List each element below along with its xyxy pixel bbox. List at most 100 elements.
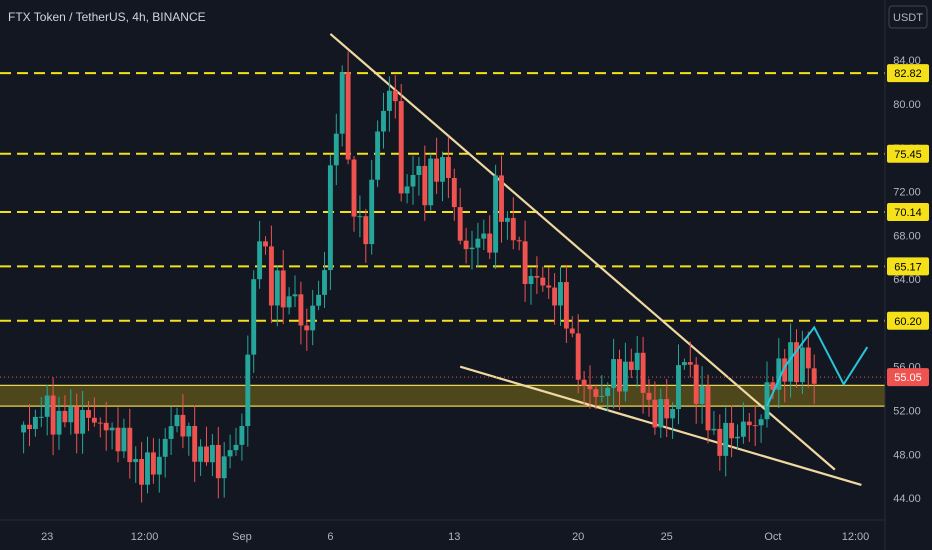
price-tick-label: 80.00 <box>893 99 921 111</box>
candle-body <box>327 165 333 271</box>
candle-body <box>640 352 646 393</box>
candle-body <box>103 422 109 431</box>
candle-body <box>599 395 605 397</box>
price-axis[interactable]: 88.0084.0080.0076.0072.0068.0064.0056.00… <box>887 11 929 505</box>
candle-body <box>91 417 97 423</box>
candle-body <box>499 175 504 222</box>
candle-body <box>56 410 62 435</box>
candle-body <box>481 233 487 239</box>
candle-body <box>209 444 215 463</box>
candle-body <box>752 425 758 427</box>
candle-body <box>357 216 363 218</box>
candle-body <box>351 159 357 217</box>
candle-body <box>133 458 139 463</box>
candle-body <box>510 217 516 241</box>
candle-body <box>109 427 115 431</box>
candle-body <box>788 342 794 382</box>
candle-body <box>451 177 457 208</box>
candle-body <box>239 426 245 445</box>
price-tick-label: 72.00 <box>893 187 921 199</box>
candle-body <box>534 275 540 278</box>
candle-body <box>434 158 440 182</box>
candle-body <box>227 450 233 457</box>
candle-body <box>180 414 186 437</box>
candle-body <box>487 233 493 253</box>
candle-body <box>115 427 121 452</box>
price-tick-label: 64.00 <box>893 274 921 286</box>
candle-body <box>469 247 475 250</box>
candle-body <box>475 238 481 248</box>
candle-body <box>215 444 221 479</box>
level-price-tag[interactable] <box>887 311 929 330</box>
candle-body <box>670 409 676 419</box>
plot-background <box>0 0 885 520</box>
candle-body <box>764 382 770 420</box>
candle-body <box>121 427 127 452</box>
candle-body <box>811 368 817 384</box>
candle-body <box>735 436 740 439</box>
candle-body <box>746 421 752 426</box>
candle-body <box>404 186 410 194</box>
candle-body <box>628 361 634 370</box>
candle-body <box>676 365 681 410</box>
currency-label: USDT <box>893 12 923 24</box>
projection-line <box>766 325 869 407</box>
candle-body <box>428 158 434 206</box>
candle-body <box>68 406 74 423</box>
current-price-tag[interactable] <box>887 368 929 387</box>
candle-body <box>139 458 145 485</box>
candle-body <box>552 287 558 306</box>
level-price-tag[interactable] <box>887 144 929 163</box>
candle-body <box>805 347 811 369</box>
currency-badge[interactable] <box>888 5 928 29</box>
candle-body <box>62 410 68 423</box>
candle-body <box>593 389 599 397</box>
candle-body <box>345 72 351 160</box>
level-price-label: 75.45 <box>894 149 922 161</box>
candle-body <box>221 456 227 479</box>
time-tick-label: 20 <box>572 531 584 543</box>
candle-body <box>416 165 422 176</box>
current-price-label: 55.05 <box>894 372 922 384</box>
projection-path <box>766 325 869 407</box>
candle-body <box>776 358 782 390</box>
price-tick-label: 52.00 <box>893 406 921 418</box>
candle-body <box>587 385 593 390</box>
candle-body <box>27 424 32 430</box>
candle-body <box>693 364 699 404</box>
candle-body <box>723 422 729 456</box>
candle-body <box>233 444 239 451</box>
candle-body <box>699 385 705 404</box>
level-price-label: 60.20 <box>894 316 922 328</box>
candle-body <box>457 207 463 241</box>
horizontal-levels <box>0 72 885 322</box>
level-price-label: 70.14 <box>894 207 922 219</box>
candle-body <box>770 382 776 390</box>
time-axis[interactable]: 23 12:00 Sep 6 13 20 25 Oct 12:00 <box>41 531 869 543</box>
candle-body <box>398 101 404 194</box>
candle-body <box>569 328 575 334</box>
candle-body <box>86 410 91 418</box>
candle-body <box>245 354 251 427</box>
candle-body <box>381 110 386 132</box>
time-tick-label: 6 <box>327 531 333 543</box>
candle-body <box>493 175 499 253</box>
candle-body <box>558 282 563 306</box>
candle-body <box>286 296 292 308</box>
candle-body <box>50 395 56 435</box>
time-tick-label: 12:00 <box>131 531 159 543</box>
time-tick-label: 13 <box>448 531 460 543</box>
level-price-tag[interactable] <box>887 64 929 83</box>
candle-body <box>316 294 322 306</box>
level-price-label: 82.82 <box>894 68 922 80</box>
candle-body <box>168 426 174 439</box>
candle-body <box>705 385 711 431</box>
level-price-tag[interactable] <box>887 202 929 221</box>
time-tick-label: Oct <box>764 531 781 543</box>
level-price-tag[interactable] <box>887 257 929 276</box>
candle-body <box>292 294 298 297</box>
candle-body <box>605 387 611 396</box>
candle-body <box>186 425 192 437</box>
candle-body <box>204 446 209 463</box>
